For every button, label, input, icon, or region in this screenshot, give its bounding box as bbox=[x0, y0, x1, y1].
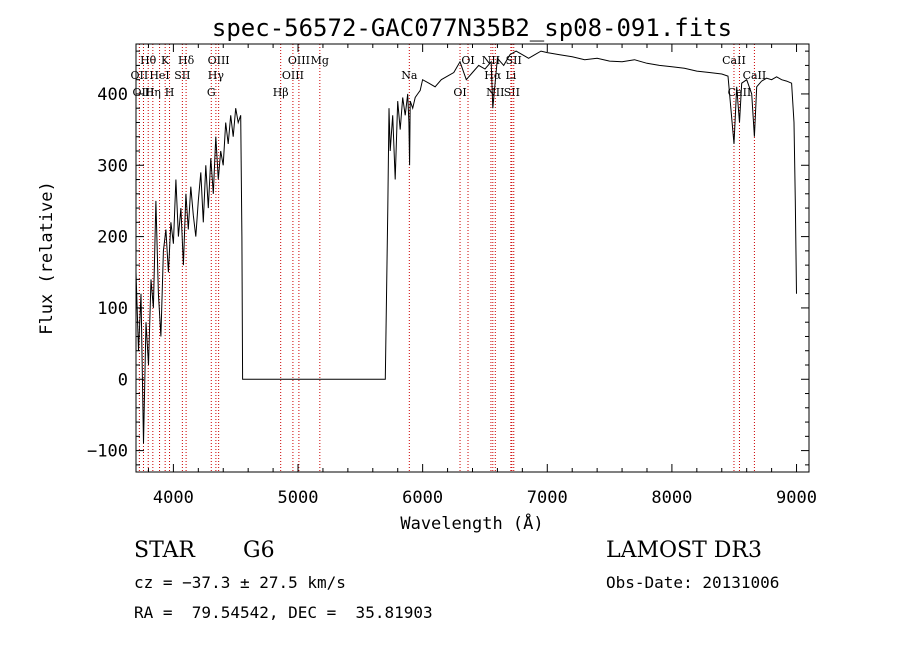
y-axis-label: Flux (relative) bbox=[37, 181, 57, 335]
ra-dec-coordinates: RA = 79.54542, DEC = 35.81903 bbox=[134, 603, 433, 622]
observation-date: Obs-Date: 20131006 bbox=[606, 573, 780, 592]
y-tick-label: 200 bbox=[97, 228, 128, 248]
x-tick-label: 8000 bbox=[651, 488, 692, 508]
redshift-cz: cz = −37.3 ± 27.5 km/s bbox=[134, 573, 346, 592]
line-label: OIII bbox=[282, 69, 304, 82]
y-tick-label: 100 bbox=[97, 299, 128, 319]
object-subclass: G6 bbox=[243, 538, 275, 563]
line-label: Hβ bbox=[273, 86, 289, 99]
line-label: OI bbox=[461, 54, 474, 67]
flux-series-line bbox=[135, 50, 797, 444]
line-label: Na bbox=[401, 69, 418, 82]
line-label: Mg bbox=[311, 54, 329, 67]
line-label: OIII bbox=[288, 54, 310, 67]
line-label: SII bbox=[174, 69, 190, 82]
line-label: NII bbox=[482, 54, 500, 67]
line-label: OIII bbox=[132, 86, 154, 99]
x-axis-label: Wavelength (Å) bbox=[400, 512, 543, 534]
x-tick-label: 4000 bbox=[153, 488, 194, 508]
x-tick-label: 6000 bbox=[402, 488, 443, 508]
chart-title: spec-56572-GAC077N35B2_sp08-091.fits bbox=[212, 14, 732, 42]
line-label: OI bbox=[453, 86, 466, 99]
line-label: NII bbox=[486, 86, 504, 99]
line-label: SII bbox=[506, 54, 522, 67]
line-label: Hθ bbox=[140, 54, 157, 67]
line-label: Li bbox=[505, 69, 516, 82]
line-label: Hδ bbox=[178, 54, 195, 67]
x-tick-label: 9000 bbox=[776, 488, 817, 508]
line-label: Hγ bbox=[208, 69, 225, 82]
line-label: HeI bbox=[149, 69, 169, 82]
y-axis: −100 0 100 200 300 400 bbox=[87, 50, 809, 466]
line-label: K bbox=[161, 54, 170, 67]
line-label: CaII bbox=[722, 54, 746, 67]
y-tick-label: 0 bbox=[118, 370, 128, 390]
line-label: H bbox=[165, 86, 175, 99]
object-class: STAR bbox=[134, 538, 195, 563]
line-label: CaII bbox=[728, 86, 752, 99]
line-label: G bbox=[207, 86, 216, 99]
y-tick-label: 300 bbox=[97, 156, 128, 176]
x-axis: 4000 5000 6000 7000 8000 9000 bbox=[147, 44, 817, 508]
line-label: OIII bbox=[208, 54, 230, 67]
x-tick-label: 7000 bbox=[527, 488, 568, 508]
line-label: SII bbox=[504, 86, 520, 99]
survey-name: LAMOST DR3 bbox=[606, 538, 762, 563]
line-label: Hη bbox=[145, 86, 161, 99]
plot-frame bbox=[135, 43, 810, 473]
line-label: Hα bbox=[484, 69, 502, 82]
y-tick-label: 400 bbox=[97, 85, 128, 105]
y-tick-label: −100 bbox=[87, 442, 128, 462]
x-tick-label: 5000 bbox=[278, 488, 319, 508]
spectral-line-markers: Hθ OII OIII K HeI Hη Hδ SII H OIII Hγ G OIII OIII Hβ Mg… bbox=[131, 44, 767, 472]
line-label: OII bbox=[131, 69, 149, 82]
line-label: CaII bbox=[743, 69, 767, 82]
